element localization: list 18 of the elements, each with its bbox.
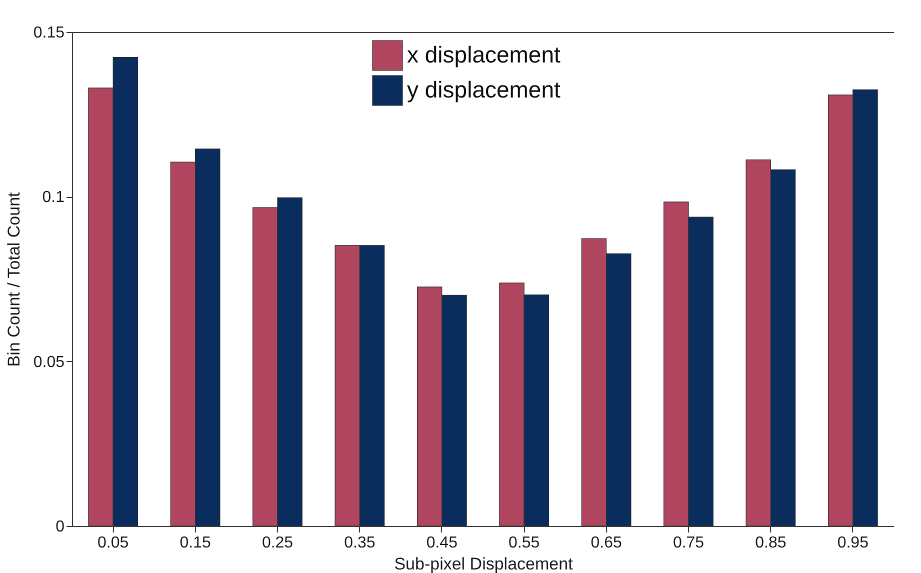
x-tick-label: 0.85: [755, 534, 786, 552]
y-axis-title: Bin Count / Total Count: [4, 192, 24, 367]
x-tick-label: 0.35: [344, 534, 376, 552]
x-axis-title: Sub-pixel Displacement: [394, 554, 574, 573]
x-tick-label: 0.05: [98, 534, 129, 552]
x-tick-label: 0.65: [590, 534, 622, 552]
legend-label: x displacement: [407, 42, 562, 68]
x-tick-label: 0.95: [837, 534, 869, 552]
x-tick-label: 0.55: [508, 534, 540, 552]
y-tick-label: 0: [56, 518, 65, 536]
y-tick-label: 0.1: [42, 189, 65, 206]
x-tick-label: 0.15: [180, 534, 211, 552]
x-tick-label: 0.45: [426, 534, 458, 552]
y-tick-label: 0.15: [33, 24, 65, 42]
y-tick-label: 0.05: [33, 354, 65, 371]
x-tick-label: 0.25: [262, 534, 294, 552]
legend-label: y displacement: [407, 76, 562, 102]
x-tick-label: 0.75: [672, 534, 704, 552]
